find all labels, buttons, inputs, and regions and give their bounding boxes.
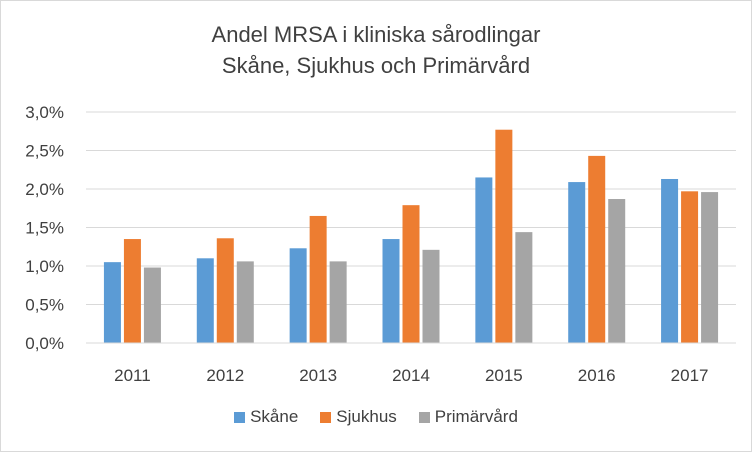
- bar: [289, 248, 307, 343]
- bar: [103, 262, 121, 343]
- bar: [196, 258, 214, 343]
- legend-label-skane: Skåne: [250, 407, 299, 426]
- bar: [123, 239, 141, 343]
- chart-title-line1: Andel MRSA i kliniska sårodlingar: [211, 22, 541, 47]
- bar: [329, 261, 347, 343]
- bar: [475, 177, 493, 343]
- bar: [608, 199, 626, 343]
- bar: [515, 232, 533, 343]
- chart-title: Andel MRSA i kliniska sårodlingar Skåne,…: [1, 19, 751, 81]
- bar: [588, 155, 606, 343]
- bar: [382, 239, 400, 343]
- x-tick-label: 2017: [671, 366, 709, 385]
- bar: [402, 205, 420, 343]
- x-tick-label: 2013: [299, 366, 337, 385]
- legend: Skåne Sjukhus Primärvård: [1, 407, 751, 427]
- x-tick-label: 2012: [206, 366, 244, 385]
- chart-title-line2: Skåne, Sjukhus och Primärvård: [221, 53, 531, 78]
- legend-label-sjukhus: Sjukhus: [336, 407, 397, 426]
- x-tick-label: 2015: [485, 366, 523, 385]
- x-tick-label: 2016: [578, 366, 616, 385]
- y-tick-label: 0,5%: [25, 296, 64, 315]
- bar: [495, 129, 513, 343]
- legend-item-sjukhus: Sjukhus: [320, 407, 397, 427]
- y-tick-label: 1,0%: [25, 257, 64, 276]
- legend-label-primarvard: Primärvård: [434, 407, 518, 426]
- y-tick-label: 0,0%: [25, 334, 64, 353]
- bar: [681, 191, 699, 343]
- y-tick-label: 1,5%: [25, 219, 64, 238]
- legend-swatch-primarvard: [418, 411, 430, 423]
- bar: [422, 249, 440, 343]
- legend-swatch-skane: [234, 411, 246, 423]
- bar: [143, 267, 161, 343]
- bar: [216, 238, 234, 343]
- x-tick-label: 2011: [114, 366, 151, 385]
- bar: [309, 215, 327, 343]
- legend-swatch-sjukhus: [320, 411, 332, 423]
- bar: [701, 192, 719, 343]
- y-tick-label: 3,0%: [25, 103, 64, 122]
- bar: [236, 261, 254, 343]
- y-tick-label: 2,5%: [25, 142, 64, 161]
- bar: [568, 182, 586, 343]
- bar: [661, 178, 679, 343]
- legend-item-primarvard: Primärvård: [418, 407, 518, 427]
- x-tick-label: 2014: [392, 366, 430, 385]
- y-tick-label: 2,0%: [25, 180, 64, 199]
- legend-item-skane: Skåne: [234, 407, 298, 427]
